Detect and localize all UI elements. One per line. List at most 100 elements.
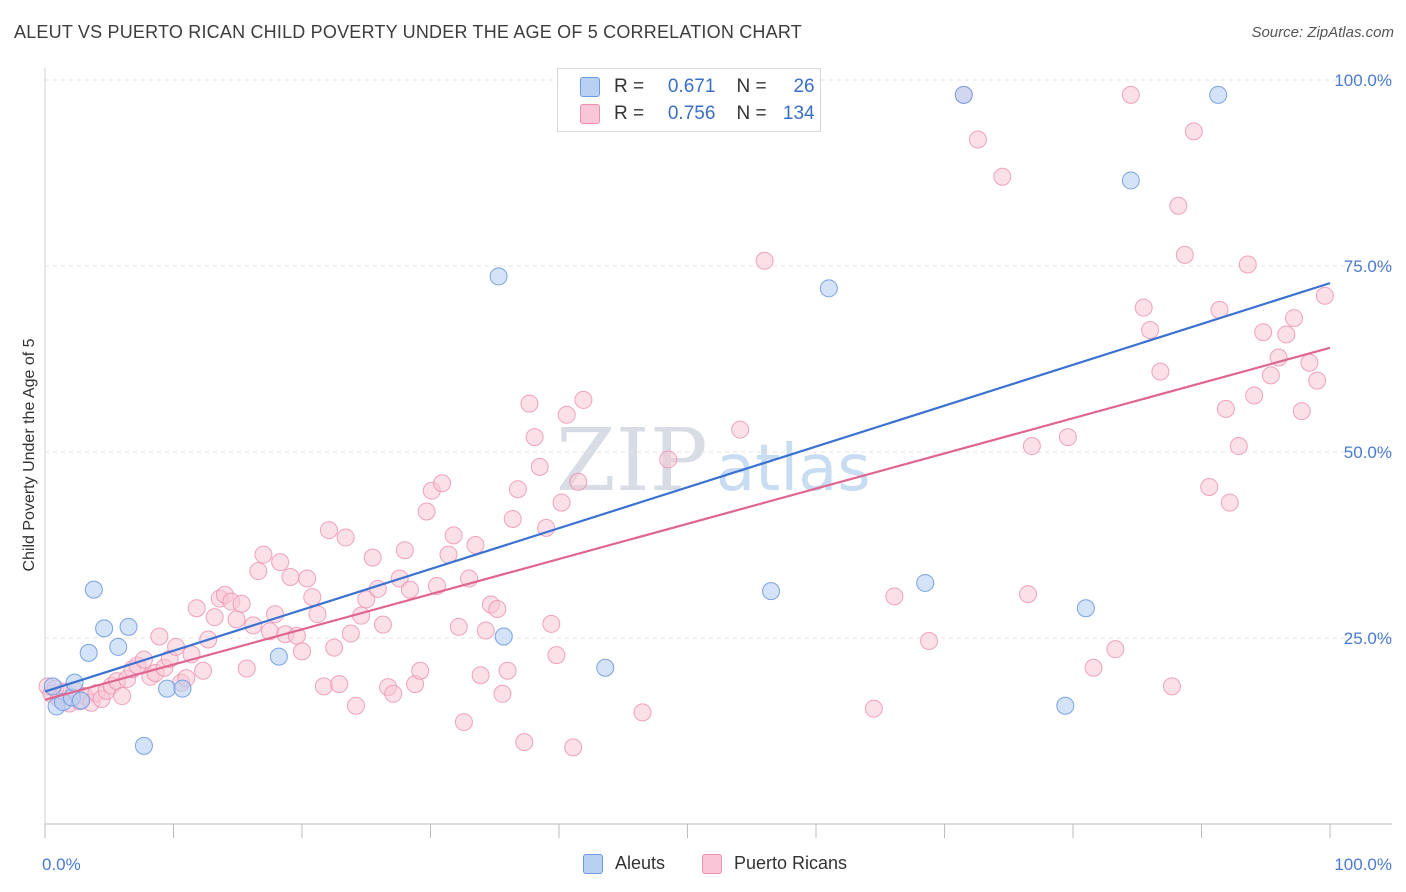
puerto-ricans-point-99 xyxy=(569,472,588,491)
puerto-ricans-point-121 xyxy=(1169,196,1188,215)
puerto-ricans-point-120 xyxy=(1162,677,1181,696)
puerto-ricans-point-131 xyxy=(1254,323,1273,342)
source-label: Source: ZipAtlas.com xyxy=(1251,24,1394,41)
puerto-ricans-point-118 xyxy=(1141,320,1160,339)
aleuts-point-5 xyxy=(71,691,90,710)
aleuts-swatch xyxy=(583,853,603,874)
legend-n-label: N = xyxy=(736,76,767,97)
puerto-ricans-point-127 xyxy=(1220,493,1239,512)
puerto-ricans-point-115 xyxy=(1106,640,1125,659)
puerto-ricans-point-117 xyxy=(1134,298,1153,317)
bottom-legend-aleuts-label: Aleuts xyxy=(615,853,666,873)
puerto-ricans-point-124 xyxy=(1200,477,1219,496)
legend-n-value-aleuts: 26 xyxy=(793,76,815,97)
puerto-ricans-point-101 xyxy=(633,703,652,722)
x-tick-label-max: 100.0% xyxy=(1334,855,1392,874)
watermark: ZIP atlas xyxy=(556,411,871,511)
puerto-ricans-point-134 xyxy=(1277,325,1296,344)
puerto-ricans-point-97 xyxy=(557,405,576,424)
puerto-ricans-point-100 xyxy=(574,390,593,409)
puerto-ricans-point-122 xyxy=(1175,245,1194,264)
x-tick-label-min: 0.0% xyxy=(42,855,81,874)
y-tick-label-25: 25.0% xyxy=(1344,629,1392,648)
puerto-ricans-point-65 xyxy=(384,684,403,703)
aleuts-point-14 xyxy=(269,647,288,666)
puerto-ricans-point-46 xyxy=(281,567,300,586)
aleuts-point-17 xyxy=(596,658,615,677)
tick-labels: 25.0% 50.0% 75.0% 100.0% 0.0% 100.0% xyxy=(42,71,1392,874)
y-tick-label-50: 50.0% xyxy=(1344,443,1392,462)
y-tick-label-100: 100.0% xyxy=(1334,71,1392,90)
puerto-ricans-point-129 xyxy=(1238,255,1257,274)
puerto-ricans-point-15 xyxy=(113,687,132,706)
puerto-ricans-point-114 xyxy=(1084,658,1103,677)
legend-row-puerto-ricans: R = 0.756 N = 134 xyxy=(580,102,815,126)
puerto-ricans-point-98 xyxy=(564,738,583,757)
puerto-ricans-point-57 xyxy=(341,624,360,643)
puerto-ricans-point-29 xyxy=(187,599,206,618)
bottom-legend-aleuts: Aleuts xyxy=(583,853,665,874)
legend-n-value-puerto-ricans: 134 xyxy=(782,103,815,124)
puerto-ricans-point-44 xyxy=(271,553,290,572)
puerto-ricans-point-22 xyxy=(150,627,169,646)
puerto-ricans-point-67 xyxy=(395,541,414,560)
puerto-ricans-trend-line xyxy=(44,346,1331,701)
puerto-ricans-point-53 xyxy=(319,521,338,540)
puerto-ricans-point-77 xyxy=(449,617,468,636)
aleuts-point-6 xyxy=(79,643,98,662)
aleuts-point-8 xyxy=(95,619,114,638)
legend-r-value-puerto-ricans: 0.756 xyxy=(667,103,716,124)
puerto-ricans-point-136 xyxy=(1292,402,1311,421)
puerto-ricans-point-32 xyxy=(205,608,224,627)
puerto-ricans-point-71 xyxy=(417,502,436,521)
puerto-ricans-point-52 xyxy=(314,677,333,696)
puerto-ricans-point-94 xyxy=(542,614,561,633)
puerto-ricans-point-102 xyxy=(659,450,678,469)
puerto-ricans-point-61 xyxy=(363,548,382,567)
puerto-ricans-point-139 xyxy=(1315,286,1334,305)
puerto-ricans-swatch xyxy=(580,104,600,124)
puerto-ricans-point-95 xyxy=(547,646,566,665)
puerto-ricans-point-103 xyxy=(731,420,750,439)
puerto-ricans-point-51 xyxy=(308,605,327,624)
puerto-ricans-point-37 xyxy=(232,594,251,613)
puerto-ricans-point-104 xyxy=(755,251,774,270)
chart-title: ALEUT VS PUERTO RICAN CHILD POVERTY UNDE… xyxy=(14,22,802,42)
puerto-ricans-point-119 xyxy=(1151,362,1170,381)
puerto-ricans-point-41 xyxy=(254,545,273,564)
puerto-ricans-point-132 xyxy=(1261,366,1280,385)
puerto-ricans-point-38 xyxy=(237,659,256,678)
puerto-ricans-point-96 xyxy=(552,493,571,512)
puerto-ricans-point-74 xyxy=(433,474,452,493)
puerto-ricans-swatch xyxy=(702,853,722,874)
puerto-ricans-point-135 xyxy=(1285,309,1304,328)
series-puerto-ricans xyxy=(38,85,1334,757)
puerto-ricans-point-109 xyxy=(968,130,987,149)
puerto-ricans-point-93 xyxy=(537,518,556,537)
puerto-ricans-point-43 xyxy=(266,605,285,624)
aleuts-point-9 xyxy=(109,637,128,656)
y-axis-label: Child Poverty Under the Age of 5 xyxy=(21,338,38,571)
aleuts-swatch xyxy=(580,77,600,97)
puerto-ricans-point-40 xyxy=(249,562,268,581)
puerto-ricans-point-116 xyxy=(1121,85,1140,104)
aleuts-point-7 xyxy=(84,580,103,599)
puerto-ricans-point-138 xyxy=(1308,371,1327,390)
puerto-ricans-point-106 xyxy=(885,587,904,606)
legend-r-value-aleuts: 0.671 xyxy=(667,76,716,97)
aleuts-trend-line xyxy=(44,282,1331,693)
puerto-ricans-point-113 xyxy=(1058,428,1077,447)
legend-r-label: R = xyxy=(614,76,645,97)
aleuts-point-18 xyxy=(762,582,781,601)
puerto-ricans-point-91 xyxy=(525,428,544,447)
legend-row-aleuts: R = 0.671 N = 26 xyxy=(580,75,815,99)
puerto-ricans-point-130 xyxy=(1245,386,1264,405)
puerto-ricans-point-89 xyxy=(515,733,534,752)
bottom-legend-puerto-ricans-label: Puerto Ricans xyxy=(734,853,848,873)
puerto-ricans-point-137 xyxy=(1300,353,1319,372)
watermark-zip: ZIP xyxy=(556,411,708,511)
puerto-ricans-point-107 xyxy=(920,631,939,650)
trend-lines xyxy=(44,282,1331,701)
puerto-ricans-point-54 xyxy=(325,638,344,657)
